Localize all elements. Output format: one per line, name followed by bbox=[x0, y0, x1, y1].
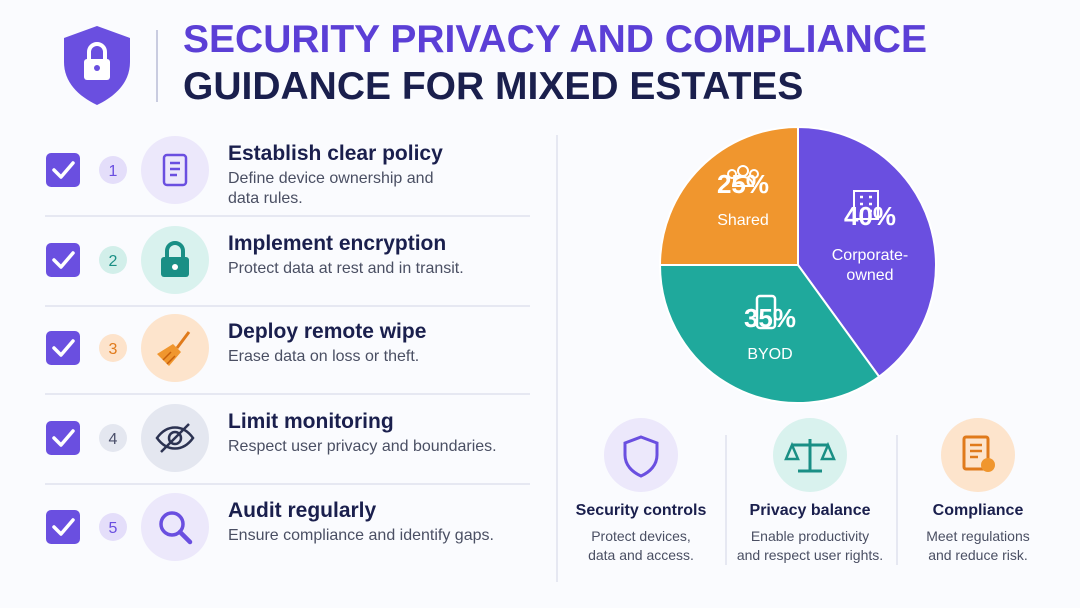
slice-category-label: Corporate-owned bbox=[831, 247, 909, 284]
slice-value-label: 40% bbox=[843, 201, 897, 231]
pillar-desc: data and access. bbox=[588, 547, 694, 563]
step-desc: data rules. bbox=[228, 190, 303, 207]
step-icon bbox=[157, 331, 191, 366]
checkbox bbox=[46, 331, 80, 365]
checkbox bbox=[46, 243, 80, 277]
pillar-desc: and reduce risk. bbox=[928, 547, 1028, 563]
pillar-title: Compliance bbox=[932, 502, 1024, 519]
header-shield bbox=[64, 26, 130, 105]
pillar-icon-bg bbox=[604, 418, 678, 492]
step-number: 1 bbox=[109, 163, 118, 180]
title-line1: SECURITY PRIVACY AND COMPLIANCE bbox=[183, 18, 927, 61]
step-number: 2 bbox=[109, 253, 118, 270]
step-title: Audit regularly bbox=[228, 499, 377, 522]
pillar-desc: Meet regulations bbox=[926, 528, 1030, 544]
step-number-badge bbox=[99, 246, 127, 274]
step-desc: Erase data on loss or theft. bbox=[228, 348, 420, 365]
step-number-badge bbox=[99, 334, 127, 362]
slice-category-label: Shared bbox=[717, 212, 769, 229]
step-number-badge bbox=[99, 424, 127, 452]
pie-slice bbox=[658, 125, 799, 266]
step-desc: Define device ownership and bbox=[228, 170, 434, 187]
pillar-title: Security controls bbox=[575, 502, 707, 519]
pillar-icon-bg bbox=[941, 418, 1015, 492]
step-desc: Respect user privacy and boundaries. bbox=[228, 438, 497, 455]
pillar-icon bbox=[784, 439, 836, 473]
step-icon bbox=[162, 153, 188, 187]
checkbox bbox=[46, 153, 80, 187]
step-number: 4 bbox=[109, 431, 118, 448]
check-mark bbox=[52, 429, 75, 447]
check-mark bbox=[52, 518, 75, 536]
step-icon bbox=[155, 423, 195, 453]
step-title: Deploy remote wipe bbox=[228, 320, 427, 343]
check-mark bbox=[52, 251, 75, 269]
check-mark bbox=[52, 339, 75, 357]
slice-icon bbox=[853, 190, 879, 220]
pillar-icon bbox=[962, 435, 995, 472]
step-desc: Protect data at rest and in transit. bbox=[228, 260, 464, 277]
slice-category-label: BYOD bbox=[747, 346, 793, 363]
check-mark bbox=[52, 161, 75, 179]
step-icon-bg bbox=[141, 493, 209, 561]
step-title: Limit monitoring bbox=[228, 410, 394, 433]
step-number: 3 bbox=[109, 341, 118, 358]
step-title: Implement encryption bbox=[228, 232, 447, 255]
pillar-icon bbox=[623, 435, 659, 478]
checkbox bbox=[46, 510, 80, 544]
step-title: Establish clear policy bbox=[228, 142, 443, 165]
slice-icon bbox=[755, 294, 777, 330]
step-number-badge bbox=[99, 156, 127, 184]
pillar-desc: and respect user rights. bbox=[736, 547, 884, 563]
checkbox bbox=[46, 421, 80, 455]
slice-value-label: 25% bbox=[716, 169, 770, 199]
title-line2: GUIDANCE FOR MIXED ESTATES bbox=[183, 65, 804, 108]
slice-value-label: 35% bbox=[743, 303, 797, 333]
pillar-desc: Protect devices, bbox=[591, 528, 691, 544]
pie-slice bbox=[797, 125, 937, 379]
pillar-desc: Enable productivity bbox=[750, 528, 870, 544]
pie-slice bbox=[658, 264, 881, 404]
pillar-title: Privacy balance bbox=[749, 502, 871, 519]
slice-icon bbox=[727, 165, 759, 187]
step-number-badge bbox=[99, 513, 127, 541]
step-icon bbox=[159, 511, 193, 545]
step-number: 5 bbox=[109, 520, 118, 537]
step-desc: Ensure compliance and identify gaps. bbox=[228, 527, 494, 544]
step-icon bbox=[161, 241, 189, 277]
